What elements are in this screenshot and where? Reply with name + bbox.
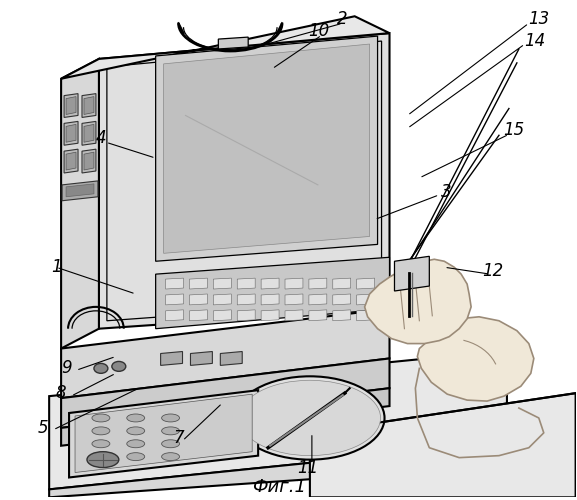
Text: 4: 4	[96, 130, 106, 148]
Polygon shape	[61, 59, 99, 348]
Polygon shape	[49, 350, 507, 490]
Polygon shape	[64, 122, 78, 145]
Polygon shape	[62, 181, 98, 201]
Polygon shape	[218, 37, 248, 49]
Polygon shape	[66, 152, 76, 170]
Text: 13: 13	[528, 10, 549, 28]
Text: 9: 9	[62, 360, 72, 378]
Ellipse shape	[162, 440, 179, 448]
Ellipse shape	[87, 452, 119, 468]
Polygon shape	[213, 310, 231, 321]
Polygon shape	[84, 96, 94, 114]
Polygon shape	[69, 390, 258, 478]
Polygon shape	[82, 122, 96, 145]
Ellipse shape	[92, 427, 110, 435]
Ellipse shape	[162, 452, 179, 460]
Text: 15: 15	[503, 122, 524, 140]
Polygon shape	[261, 278, 279, 289]
Ellipse shape	[94, 364, 108, 374]
Polygon shape	[82, 94, 96, 118]
Polygon shape	[164, 44, 370, 254]
Polygon shape	[309, 294, 327, 305]
Text: 10: 10	[308, 22, 329, 40]
Text: Фиг.1: Фиг.1	[252, 478, 306, 496]
Polygon shape	[309, 278, 327, 289]
Polygon shape	[166, 294, 183, 305]
Ellipse shape	[235, 376, 384, 460]
Text: 7: 7	[173, 429, 184, 447]
Polygon shape	[365, 260, 471, 344]
Polygon shape	[220, 352, 242, 366]
Polygon shape	[237, 310, 255, 321]
Polygon shape	[395, 256, 429, 291]
Polygon shape	[66, 96, 76, 114]
Text: 8: 8	[56, 384, 66, 402]
Polygon shape	[156, 258, 389, 328]
Polygon shape	[285, 310, 303, 321]
Polygon shape	[285, 294, 303, 305]
Text: 3: 3	[441, 183, 452, 201]
Ellipse shape	[127, 440, 145, 448]
Polygon shape	[310, 393, 576, 498]
Polygon shape	[189, 278, 207, 289]
Polygon shape	[189, 294, 207, 305]
Polygon shape	[357, 310, 374, 321]
Polygon shape	[99, 33, 389, 328]
Ellipse shape	[92, 452, 110, 460]
Polygon shape	[166, 278, 183, 289]
Ellipse shape	[127, 452, 145, 460]
Polygon shape	[333, 294, 351, 305]
Polygon shape	[160, 352, 182, 366]
Polygon shape	[357, 294, 374, 305]
Polygon shape	[237, 294, 255, 305]
Polygon shape	[417, 317, 534, 401]
Ellipse shape	[162, 414, 179, 422]
Text: 2: 2	[338, 10, 348, 28]
Polygon shape	[84, 152, 94, 170]
Text: 5: 5	[38, 419, 48, 437]
Polygon shape	[190, 352, 212, 366]
Text: 11: 11	[297, 458, 319, 476]
Polygon shape	[66, 124, 76, 142]
Polygon shape	[213, 294, 231, 305]
Text: 12: 12	[482, 262, 504, 280]
Polygon shape	[61, 309, 389, 398]
Polygon shape	[61, 388, 389, 446]
Ellipse shape	[239, 380, 381, 456]
Polygon shape	[333, 278, 351, 289]
Ellipse shape	[92, 414, 110, 422]
Ellipse shape	[127, 414, 145, 422]
Ellipse shape	[127, 427, 145, 435]
Polygon shape	[61, 358, 389, 428]
Text: 1: 1	[51, 258, 61, 276]
Polygon shape	[285, 278, 303, 289]
Polygon shape	[107, 41, 381, 321]
Polygon shape	[82, 149, 96, 173]
Polygon shape	[75, 394, 252, 472]
Polygon shape	[261, 294, 279, 305]
Text: 14: 14	[524, 32, 545, 50]
Polygon shape	[213, 278, 231, 289]
Polygon shape	[64, 149, 78, 173]
Polygon shape	[84, 124, 94, 142]
Polygon shape	[66, 184, 94, 197]
Polygon shape	[49, 443, 507, 498]
Polygon shape	[189, 310, 207, 321]
Ellipse shape	[162, 427, 179, 435]
Ellipse shape	[92, 440, 110, 448]
Polygon shape	[333, 310, 351, 321]
Polygon shape	[156, 36, 377, 262]
Polygon shape	[237, 278, 255, 289]
Polygon shape	[261, 310, 279, 321]
Ellipse shape	[112, 362, 126, 372]
Polygon shape	[61, 16, 389, 79]
Polygon shape	[357, 278, 374, 289]
Polygon shape	[309, 310, 327, 321]
Polygon shape	[64, 94, 78, 118]
Polygon shape	[166, 310, 183, 321]
